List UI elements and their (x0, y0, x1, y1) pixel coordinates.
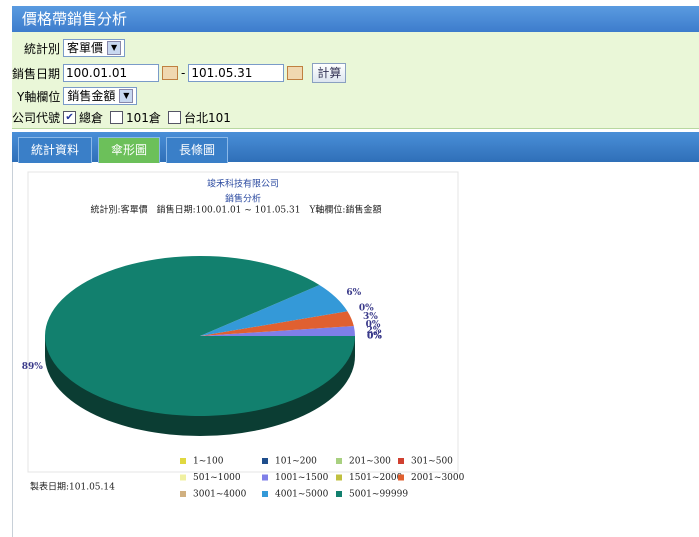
filter-form: 統計別 客單價 ▼ 銷售日期 100.01.01 - 101.05.31 計算 Y… (12, 32, 699, 129)
legend-label: 201~300 (349, 457, 391, 467)
pie-slice (200, 285, 348, 336)
label: Y軸欄位 (17, 89, 61, 104)
legend-label: 3001~4000 (193, 490, 247, 500)
slice-label: 3% (363, 312, 378, 322)
legend-label: 1~100 (193, 457, 224, 467)
date-from[interactable]: 100.01.01 (63, 64, 160, 82)
checkbox-label: 台北101 (183, 111, 231, 125)
slice-label: 0% (367, 332, 382, 342)
legend-swatch (262, 491, 268, 497)
page-title: 價格帶銷售分析 (12, 6, 699, 32)
legend-swatch (336, 474, 342, 481)
legend-swatch (398, 474, 404, 481)
legend-swatch (262, 474, 268, 481)
tab[interactable]: 統計資料 (18, 137, 93, 163)
tab[interactable]: 長條圖 (166, 137, 229, 163)
checkbox[interactable]: ✔ (63, 111, 77, 124)
chart-title: 竣禾科技有限公司 (207, 178, 279, 190)
pie-slice (45, 255, 356, 416)
company-row: 公司代號 ✔ 總倉 101倉 台北101 (12, 109, 235, 126)
slice-label: 0% (367, 332, 382, 342)
checkbox[interactable] (110, 111, 124, 124)
calc-button[interactable]: 計算 (312, 63, 347, 83)
legend-swatch (336, 458, 342, 464)
legend-swatch (398, 458, 404, 464)
arrow: ▼ (119, 89, 134, 103)
legend-label: 501~1000 (193, 473, 241, 483)
checkbox-label: 101倉 (126, 111, 161, 125)
label: 銷售日期 (12, 66, 61, 81)
calendar-icon[interactable] (287, 66, 304, 80)
separator: - (181, 66, 186, 80)
pie-slice (200, 311, 354, 336)
chart-info: 統計別:客單價 銷售日期:100.01.01 ~ 101.05.31 Y軸欄位:… (91, 204, 382, 216)
y-select[interactable]: 銷售金額 ▼ (63, 87, 138, 105)
slice-label: 0% (367, 332, 382, 342)
legend-label: 1001~1500 (275, 473, 329, 483)
stat-row: 統計別 客單價 ▼ (24, 39, 126, 57)
label: 統計別 (24, 41, 61, 56)
pie-slice (200, 325, 355, 336)
legend-swatch (180, 474, 186, 481)
slice-label: 2% (367, 326, 382, 336)
legend-label: 301~500 (411, 457, 453, 467)
legend-swatch (180, 458, 186, 464)
legend-label: 2001~3000 (411, 473, 465, 483)
tab[interactable]: 傘形圖 (98, 137, 161, 163)
value: 客單價 (67, 41, 104, 55)
legend-swatch (336, 491, 342, 497)
calendar-icon[interactable] (162, 66, 179, 80)
slice-label: 0% (366, 320, 381, 330)
legend-label: 1501~2000 (349, 473, 403, 483)
date-to[interactable]: 101.05.31 (188, 64, 285, 82)
legend-swatch (180, 491, 186, 497)
legend-label: 101~200 (275, 457, 317, 467)
tab-bar: 統計資料 傘形圖 長條圖 (12, 132, 699, 163)
checkbox-label: 總倉 (79, 111, 104, 125)
legend-swatch (262, 458, 268, 464)
slice-label: 6% (346, 288, 361, 298)
content-frame (12, 162, 699, 537)
stat-select[interactable]: 客單價 ▼ (63, 39, 126, 57)
legend-label: 5001~99999 (349, 490, 408, 500)
date-row: 銷售日期 100.01.01 - 101.05.31 計算 (12, 63, 347, 83)
chart-footer: 製表日期:101.05.14 (30, 481, 115, 493)
arrow: ▼ (107, 41, 122, 55)
label: 公司代號 (12, 111, 61, 125)
legend-label: 4001~5000 (275, 490, 329, 500)
chart-subtitle: 銷售分析 (225, 193, 261, 205)
value: 銷售金額 (67, 89, 116, 103)
checkbox[interactable] (167, 111, 181, 124)
slice-label: 89% (22, 362, 44, 372)
slice-label: 0% (367, 332, 382, 342)
slice-label: 0% (359, 304, 374, 314)
y-row: Y軸欄位 銷售金額 ▼ (17, 87, 138, 105)
slice-label: 0% (367, 332, 382, 342)
